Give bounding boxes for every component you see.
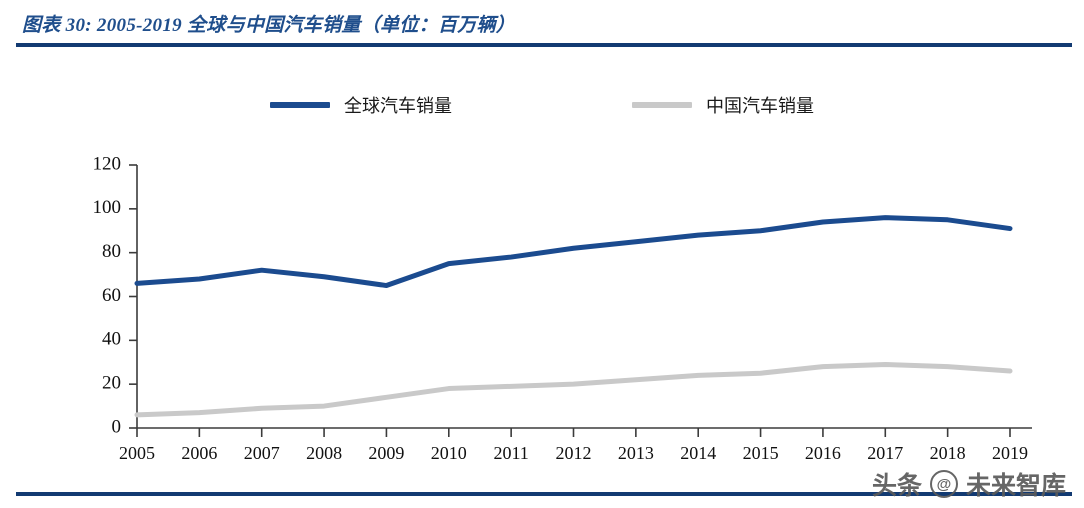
- watermark-name: 未来智库: [965, 472, 1066, 500]
- at-icon: @: [929, 470, 958, 498]
- x-axis-tick-label: 2006: [181, 443, 217, 463]
- x-axis: 2005 2006 2007 2008 2009 2010 2011 2012 2013 2014…: [119, 427, 1032, 463]
- x-axis-tick-label: 2019: [992, 443, 1028, 463]
- x-axis-tick-label: 2012: [556, 443, 592, 463]
- y-axis-tick-label: 80: [102, 241, 121, 262]
- y-axis-tick-label: 120: [93, 153, 122, 174]
- chart-series: [134, 215, 1013, 418]
- chart-legend: 全球汽车销量 中国汽车销量: [0, 92, 1084, 118]
- y-axis-tick-label: 0: [112, 416, 122, 437]
- x-axis-tick-label: 2017: [867, 443, 903, 463]
- x-axis-tick-label: 2018: [930, 443, 966, 463]
- page-title: 图表 30: 2005-2019 全球与中国汽车销量（单位：百万辆）: [22, 15, 516, 36]
- title-divider-top: [16, 43, 1072, 47]
- y-axis: 0 20 40 60 80 100 120: [93, 153, 138, 437]
- x-axis-tick-label: 2016: [805, 443, 841, 463]
- y-axis-tick-label: 20: [102, 373, 121, 394]
- series-line-global: [134, 215, 1013, 289]
- series-line-china: [134, 361, 1013, 418]
- x-axis-tick-label: 2005: [119, 443, 155, 463]
- x-axis-tick-label: 2013: [618, 443, 654, 463]
- x-axis-tick-label: 2008: [306, 443, 342, 463]
- legend-label-china: 中国汽车销量: [706, 96, 814, 116]
- watermark: 头条 @ 未来智库: [872, 466, 1066, 502]
- footer-divider: [16, 492, 1072, 496]
- x-axis-tick-label: 2009: [368, 443, 404, 463]
- x-axis-tick-label: 2011: [493, 443, 528, 463]
- x-axis-tick-label: 2014: [680, 443, 716, 463]
- x-axis-tick-label: 2007: [244, 443, 280, 463]
- legend-swatch-china: [632, 102, 692, 108]
- y-axis-tick-label: 40: [102, 329, 121, 350]
- legend-item-global[interactable]: 全球汽车销量: [270, 92, 452, 118]
- x-axis-tick-label: 2010: [431, 443, 467, 463]
- chart-canvas: 0 20 40 60 80 100 120 2005 2006 2007 2008 2009 2010…: [93, 153, 1032, 463]
- watermark-prefix: 头条: [871, 472, 922, 500]
- legend-item-china[interactable]: 中国汽车销量: [632, 92, 814, 118]
- x-axis-tick-label: 2015: [743, 443, 779, 463]
- legend-label-global: 全球汽车销量: [344, 96, 452, 116]
- legend-swatch-global: [270, 102, 330, 108]
- line-chart: 0 20 40 60 80 100 120 2005 2006 2007 2008 2009 2010…: [0, 140, 1084, 470]
- y-axis-tick-label: 60: [102, 285, 121, 306]
- y-axis-tick-label: 100: [93, 197, 122, 218]
